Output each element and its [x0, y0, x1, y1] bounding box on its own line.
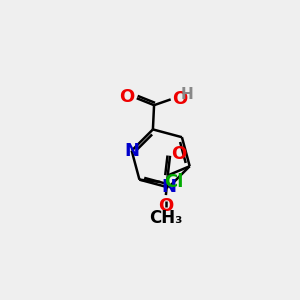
Text: O: O [171, 145, 187, 163]
Text: Cl: Cl [165, 173, 184, 191]
Text: O: O [172, 90, 187, 108]
Text: O: O [119, 88, 134, 106]
Text: N: N [161, 178, 176, 196]
Text: H: H [180, 87, 193, 102]
Text: CH₃: CH₃ [149, 209, 183, 227]
Text: N: N [124, 142, 139, 160]
Text: O: O [158, 197, 173, 215]
